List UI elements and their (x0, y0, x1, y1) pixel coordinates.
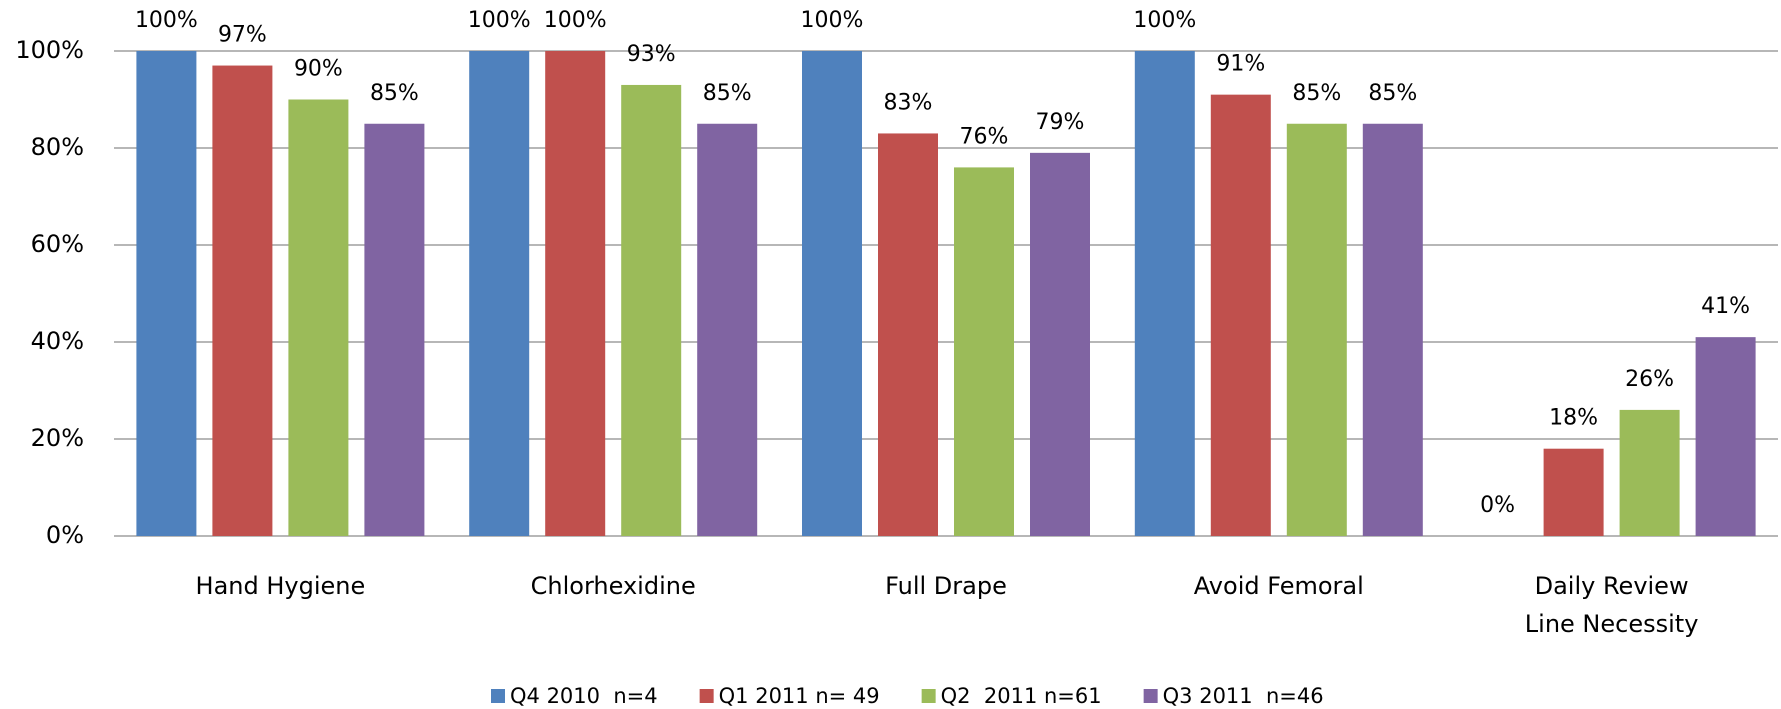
x-tick-label: Daily Review Line Necessity (1525, 572, 1699, 638)
bar (1362, 123, 1423, 536)
bar (1286, 123, 1347, 536)
x-tick-label: Chlorhexidine (531, 572, 696, 600)
x-tick-label: Avoid Femoral (1194, 572, 1364, 600)
bar (1543, 448, 1604, 536)
value-label: 90% (294, 57, 343, 82)
value-label: 85% (370, 81, 419, 106)
bar (802, 51, 862, 536)
bar (469, 51, 530, 536)
x-tick-label: Hand Hygiene (196, 572, 366, 600)
bar (136, 51, 197, 536)
value-label: 41% (1701, 294, 1750, 319)
value-label: 100% (801, 8, 864, 33)
y-tick-label: 20% (31, 424, 84, 452)
value-label: 85% (703, 81, 752, 106)
legend-label: Q2 2011 n=61 (941, 684, 1102, 708)
legend-swatch (921, 689, 936, 703)
value-label: 26% (1625, 367, 1674, 392)
bar (954, 167, 1014, 536)
legend-swatch (699, 689, 714, 703)
bar (697, 123, 758, 536)
y-tick-label: 0% (46, 521, 84, 549)
value-label: 83% (884, 90, 933, 115)
value-label: 76% (960, 124, 1009, 149)
value-label: 85% (1292, 81, 1341, 106)
bar (1695, 337, 1756, 536)
value-label: 18% (1549, 406, 1598, 431)
value-label: 91% (1216, 52, 1265, 77)
value-label: 97% (218, 23, 267, 48)
y-tick-label: 40% (31, 327, 84, 355)
value-label: 0% (1480, 493, 1515, 518)
bar (288, 99, 349, 536)
legend-label: Q3 2011 n=46 (1163, 684, 1324, 708)
x-tick-label: Full Drape (885, 572, 1007, 600)
legend-swatch (1143, 689, 1158, 703)
value-label: 85% (1368, 81, 1417, 106)
bar (212, 65, 273, 537)
bar (1134, 51, 1195, 536)
bar (1210, 94, 1271, 537)
value-label: 100% (468, 8, 531, 33)
bar (1619, 409, 1680, 536)
y-tick-label: 60% (31, 230, 84, 258)
legend-label: Q1 2011 n= 49 (719, 684, 880, 708)
value-label: 79% (1036, 110, 1085, 135)
legend-swatch (491, 689, 505, 703)
bar (545, 51, 606, 536)
y-tick-label: 80% (31, 133, 84, 161)
legend-label: Q4 2010 n=4 (510, 684, 658, 708)
value-label: 93% (627, 42, 676, 67)
bar (364, 123, 425, 536)
bar (621, 84, 682, 536)
value-label: 100% (544, 8, 607, 33)
value-label: 100% (135, 8, 198, 33)
value-label: 100% (1133, 8, 1196, 33)
bar (1030, 152, 1090, 536)
bar (878, 133, 938, 536)
y-tick-label: 100% (15, 36, 84, 64)
